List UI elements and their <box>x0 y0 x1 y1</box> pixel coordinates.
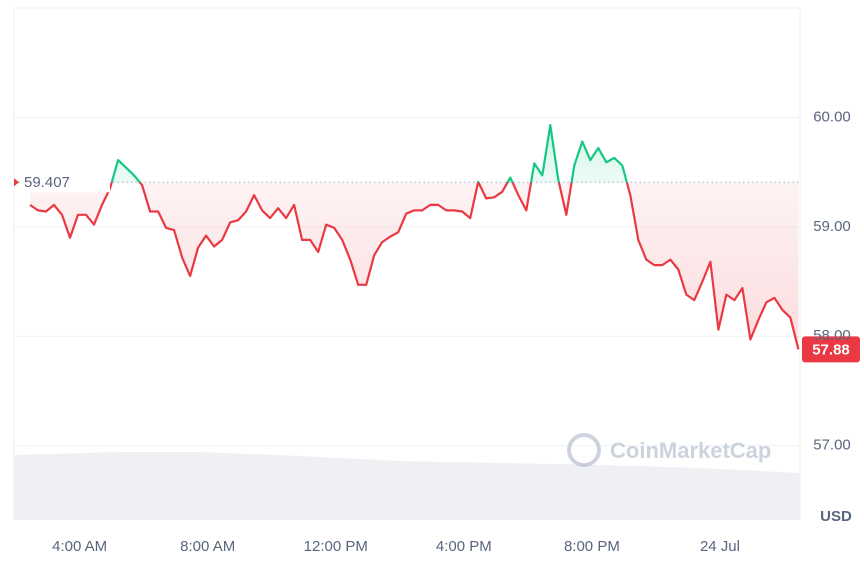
price-line <box>29 124 800 350</box>
watermark-text: CoinMarketCap <box>610 438 771 463</box>
y-tick-label: 58.00 <box>813 327 851 344</box>
x-tick-label: 4:00 PM <box>436 538 492 555</box>
area <box>30 125 799 350</box>
x-tick-label: 4:00 AM <box>52 538 107 555</box>
baseline-arrow <box>14 178 19 187</box>
plot: 59.407 57.88 <box>14 124 860 363</box>
last-price-tag <box>802 336 860 363</box>
volume-area <box>14 452 800 520</box>
y-tick-label: 59.00 <box>813 218 851 235</box>
baseline-label-bg <box>20 172 110 193</box>
y-tick-label: 57.00 <box>813 437 851 454</box>
x-tick-label: 8:00 PM <box>564 538 620 555</box>
watermark: CoinMarketCap <box>567 433 771 467</box>
x-tick-label: 12:00 PM <box>304 538 368 555</box>
watermark-logo <box>567 433 601 467</box>
y-tick-label: 60.00 <box>813 108 851 125</box>
x-tick-label: 24 Jul <box>700 538 740 555</box>
last-price-label: 57.88 <box>812 341 850 358</box>
baseline-label: 59.407 <box>24 174 70 191</box>
y-axis-label: USD <box>820 508 852 525</box>
x-tick-label: 8:00 AM <box>180 538 235 555</box>
